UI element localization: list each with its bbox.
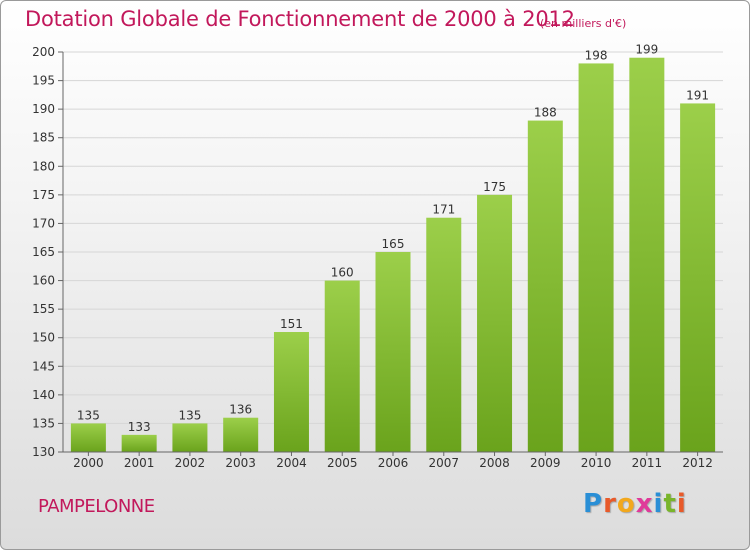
y-tick-label: 155 — [32, 302, 55, 316]
y-tick-label: 170 — [32, 216, 55, 230]
proxiti-logo: Proxiti — [583, 489, 687, 519]
bars — [70, 57, 716, 453]
logo-letter: i — [676, 489, 687, 519]
bar-2003 — [223, 417, 259, 452]
data-label: 165 — [382, 237, 405, 251]
y-tick-label: 160 — [32, 274, 55, 288]
data-label: 188 — [534, 106, 557, 120]
y-tick-label: 150 — [32, 331, 55, 345]
x-tick-label: 2003 — [225, 456, 256, 470]
x-tick-label: 2004 — [276, 456, 307, 470]
data-label: 175 — [483, 180, 506, 194]
bar-2011 — [629, 57, 665, 452]
x-tick-label: 2011 — [632, 456, 663, 470]
logo-letter: x — [635, 489, 654, 519]
y-tick-label: 185 — [32, 131, 55, 145]
y-tick-label: 140 — [32, 388, 55, 402]
data-label: 171 — [432, 203, 455, 217]
chart-title: Dotation Globale de Fonctionnement de 20… — [25, 7, 575, 31]
data-label: 133 — [128, 420, 151, 434]
commune-name: PAMPELONNE — [38, 496, 155, 517]
logo-letter: P — [583, 489, 604, 519]
logo-letter: r — [603, 489, 617, 519]
bar-2001 — [121, 434, 157, 452]
bar-2000 — [70, 423, 106, 452]
x-tick-label: 2012 — [682, 456, 713, 470]
y-tick-label: 145 — [32, 359, 55, 373]
x-tick-label: 2007 — [428, 456, 459, 470]
y-tick-label: 165 — [32, 245, 55, 259]
chart-unit: (en milliers d'€) — [540, 17, 627, 30]
bar-2006 — [375, 252, 411, 452]
x-tick-label: 2006 — [378, 456, 409, 470]
y-tick-label: 135 — [32, 416, 55, 430]
y-tick-label: 175 — [32, 188, 55, 202]
data-label: 136 — [229, 403, 252, 417]
x-tick-label: 2005 — [327, 456, 358, 470]
y-tick-label: 200 — [32, 45, 55, 59]
data-label: 135 — [77, 408, 100, 422]
bar-2012 — [680, 103, 716, 452]
x-tick-label: 2010 — [581, 456, 612, 470]
y-tick-label: 180 — [32, 159, 55, 173]
x-tick-label: 2000 — [73, 456, 104, 470]
x-tick-label: 2002 — [175, 456, 206, 470]
data-label: 199 — [635, 43, 658, 57]
y-tick-label: 195 — [32, 74, 55, 88]
data-labels: 135 133 135 136 151 160 165 171 175 188 198 199 191 — [77, 43, 709, 434]
x-tick-label: 2001 — [124, 456, 155, 470]
logo-letter: t — [663, 489, 677, 519]
bar-2008 — [477, 194, 513, 452]
data-label: 135 — [178, 408, 201, 422]
bar-2009 — [527, 120, 563, 453]
data-label: 198 — [585, 48, 608, 62]
logo-letter: i — [653, 489, 664, 519]
bar-2004 — [273, 332, 309, 452]
bar-2007 — [426, 217, 462, 452]
bar-2002 — [172, 423, 208, 452]
data-label: 191 — [686, 88, 709, 102]
y-tick-label: 130 — [32, 445, 55, 459]
x-tick-label: 2009 — [530, 456, 561, 470]
y-tick-label: 190 — [32, 102, 55, 116]
data-label: 160 — [331, 266, 354, 280]
axes: 130 135 140 145 150 155 160 165 170 175 180 185 190 1… — [32, 45, 723, 470]
data-label: 151 — [280, 317, 303, 331]
bar-2010 — [578, 63, 614, 453]
x-tick-label: 2008 — [479, 456, 510, 470]
bar-2005 — [324, 280, 360, 452]
logo-letter: o — [616, 489, 636, 519]
